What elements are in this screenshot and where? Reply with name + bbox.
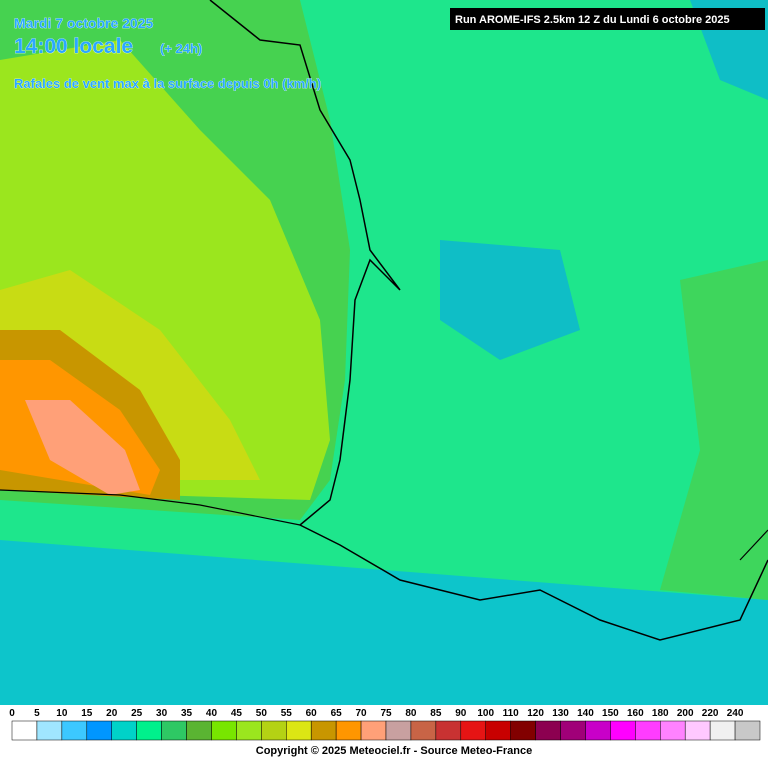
legend-swatch (186, 720, 212, 741)
legend-swatch (684, 720, 711, 741)
legend-label: 100 (477, 708, 494, 719)
legend-label: 50 (256, 708, 268, 719)
coastline (0, 489, 301, 526)
offset-label: (+ 24h) (160, 41, 202, 56)
coastline (739, 529, 768, 561)
legend-label: 130 (552, 708, 569, 719)
legend-label: 0 (9, 708, 15, 719)
legend-swatch (709, 720, 736, 741)
legend-label: 110 (503, 708, 520, 719)
legend-label: 15 (81, 708, 93, 719)
legend-label: 10 (56, 708, 68, 719)
date-label: Mardi 7 octobre 2025 (14, 15, 153, 31)
legend-swatch (136, 720, 162, 741)
legend-swatch (460, 720, 486, 741)
coastline (209, 0, 768, 641)
legend-label: 140 (577, 708, 594, 719)
time-label: 14:00 locale (14, 35, 133, 58)
legend-label: 5 (34, 708, 40, 719)
subtitle: Rafales de vent max à la surface depuis … (14, 76, 321, 91)
legend-swatch (36, 720, 63, 741)
legend-label: 85 (430, 708, 442, 719)
legend-label: 80 (405, 708, 417, 719)
copyright: Copyright © 2025 Meteociel.fr - Source M… (256, 745, 532, 757)
legend-swatch (635, 720, 661, 741)
legend-swatch (11, 720, 38, 741)
legend-swatch (410, 720, 437, 741)
legend-swatch (61, 720, 88, 741)
legend-label: 25 (131, 708, 143, 719)
legend-swatch (211, 720, 237, 741)
legend-swatch (734, 720, 761, 741)
legend-label: 40 (206, 708, 218, 719)
legend: 0 5 10 15 20 25 30 35 40 45 50 55 60 65 70 75 80 85 90 100 1… (9, 708, 761, 741)
legend-swatch (435, 720, 462, 741)
relief-zone (660, 260, 768, 600)
legend-swatch (310, 720, 337, 741)
legend-swatch (660, 720, 686, 741)
legend-swatch (161, 720, 187, 741)
legend-swatch (585, 720, 611, 741)
legend-label: 90 (455, 708, 467, 719)
legend-label: 45 (231, 708, 243, 719)
legend-label: 70 (356, 708, 368, 719)
gust-zone (25, 400, 140, 495)
legend-label: 180 (652, 708, 669, 719)
legend-label: 240 (727, 708, 744, 719)
legend-swatch (535, 720, 561, 741)
legend-label: 75 (380, 708, 392, 719)
legend-swatch (485, 720, 511, 741)
legend-label: 200 (677, 708, 694, 719)
legend-label: 65 (331, 708, 343, 719)
legend-label: 55 (281, 708, 293, 719)
legend-swatch (261, 720, 287, 741)
legend-label: 30 (156, 708, 168, 719)
legend-label: 60 (306, 708, 318, 719)
legend-swatch (286, 720, 312, 741)
calm-zone (0, 540, 768, 705)
legend-label: 35 (181, 708, 193, 719)
legend-swatch (385, 720, 412, 741)
calm-zone (440, 240, 580, 360)
legend-swatch (560, 720, 586, 741)
run-box (450, 8, 765, 30)
legend-label: 160 (627, 708, 644, 719)
legend-swatch (335, 720, 362, 741)
legend-label: 220 (702, 708, 719, 719)
legend-swatch (86, 720, 112, 741)
legend-swatch (360, 720, 387, 741)
legend-swatch (236, 720, 262, 741)
legend-swatch (111, 720, 137, 741)
legend-swatch (610, 720, 636, 741)
legend-label: 150 (602, 708, 619, 719)
run-label: Run AROME-IFS 2.5km 12 Z du Lundi 6 octo… (455, 14, 730, 26)
legend-swatch (510, 720, 536, 741)
legend-label: 20 (106, 708, 118, 719)
legend-label: 120 (527, 708, 544, 719)
